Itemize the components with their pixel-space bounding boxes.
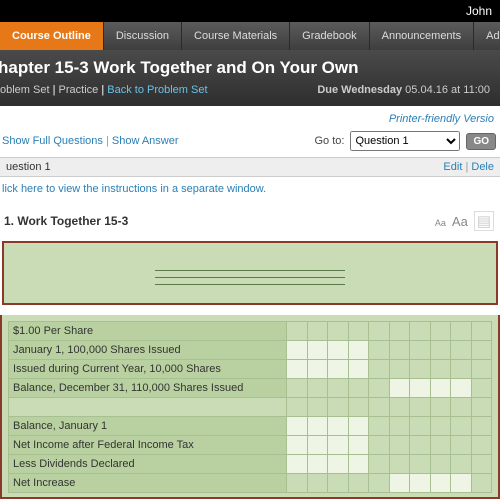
row-label: Net Increase — [9, 474, 287, 493]
row-label: Balance, December 31, 110,000 Shares Iss… — [9, 379, 287, 398]
row-label: January 1, 100,000 Shares Issued — [9, 341, 287, 360]
edit-link[interactable]: Edit — [443, 161, 462, 173]
row-label — [9, 398, 287, 417]
row-label: Issued during Current Year, 10,000 Share… — [9, 360, 287, 379]
amount-cell[interactable] — [307, 417, 327, 436]
amount-cell[interactable] — [307, 436, 327, 455]
nav-administration[interactable]: Administration — [474, 22, 500, 50]
amount-cell[interactable] — [348, 360, 368, 379]
nav-course-outline[interactable]: Course Outline — [0, 22, 104, 50]
amount-cell[interactable] — [307, 341, 327, 360]
row-label: Balance, January 1 — [9, 417, 287, 436]
amount-cell[interactable] — [287, 360, 307, 379]
worksheet: $1.00 Per ShareJanuary 1, 100,000 Shares… — [0, 241, 500, 499]
title-blank-3[interactable] — [155, 284, 345, 285]
question-select[interactable]: Question 1 — [350, 131, 460, 151]
delete-link[interactable]: Dele — [471, 161, 494, 173]
row-label: $1.00 Per Share — [9, 322, 287, 341]
amount-cell[interactable] — [328, 455, 348, 474]
amount-cell[interactable] — [287, 455, 307, 474]
font-large-icon[interactable]: Aa — [452, 214, 468, 229]
amount-cell[interactable] — [410, 474, 430, 493]
font-small-icon[interactable]: Aa — [435, 218, 446, 228]
back-link[interactable]: Back to Problem Set — [107, 84, 207, 96]
amount-cell[interactable] — [430, 379, 450, 398]
breadcrumb: oblem Set | Practice | Back to Problem S… — [0, 84, 208, 96]
amount-cell[interactable] — [307, 455, 327, 474]
amount-cell[interactable] — [389, 474, 409, 493]
nav-announcements[interactable]: Announcements — [370, 22, 475, 50]
worksheet-header — [4, 243, 496, 303]
go-button[interactable]: GO — [466, 133, 496, 150]
print-icon[interactable]: ▤ — [474, 211, 494, 231]
font-size-control: Aa Aa ▤ — [435, 211, 494, 231]
row-label: Less Dividends Declared — [9, 455, 287, 474]
amount-cell[interactable] — [307, 360, 327, 379]
amount-cell[interactable] — [287, 417, 307, 436]
show-answer-link[interactable]: Show Answer — [112, 135, 179, 147]
show-full-link[interactable]: Show Full Questions — [2, 135, 103, 147]
amount-cell[interactable] — [451, 379, 471, 398]
amount-cell[interactable] — [348, 436, 368, 455]
instructions-link[interactable]: lick here to view the instructions in a … — [2, 183, 266, 195]
amount-cell[interactable] — [348, 417, 368, 436]
page-title: hapter 15-3 Work Together and On Your Ow… — [0, 58, 490, 78]
user-name[interactable]: John — [466, 4, 492, 18]
goto-label: Go to: — [314, 135, 344, 147]
amount-cell[interactable] — [451, 474, 471, 493]
row-label: Net Income after Federal Income Tax — [9, 436, 287, 455]
question-header: uestion 1 Edit | Dele — [0, 158, 500, 177]
amount-cell[interactable] — [328, 360, 348, 379]
amount-cell[interactable] — [328, 436, 348, 455]
amount-cell[interactable] — [348, 341, 368, 360]
due-date: Due Wednesday 05.04.16 at 11:00 — [317, 84, 490, 96]
amount-cell[interactable] — [348, 455, 368, 474]
worksheet-grid: $1.00 Per ShareJanuary 1, 100,000 Shares… — [0, 315, 500, 499]
top-bar: John — [0, 0, 500, 22]
nav-course-materials[interactable]: Course Materials — [182, 22, 290, 50]
amount-cell[interactable] — [410, 379, 430, 398]
question-toolbar: Show Full Questions | Show Answer Go to:… — [0, 127, 500, 158]
question-title: 1. Work Together 15-3 — [4, 214, 128, 228]
main-nav: Course OutlineDiscussionCourse Materials… — [0, 22, 500, 50]
nav-discussion[interactable]: Discussion — [104, 22, 182, 50]
nav-gradebook[interactable]: Gradebook — [290, 22, 369, 50]
printer-friendly-link[interactable]: Printer-friendly Versio — [389, 113, 494, 125]
title-blank-1[interactable] — [155, 270, 345, 271]
amount-cell[interactable] — [328, 417, 348, 436]
question-number: uestion 1 — [6, 161, 51, 173]
title-blank-2[interactable] — [155, 277, 345, 278]
amount-cell[interactable] — [389, 379, 409, 398]
page-header: hapter 15-3 Work Together and On Your Ow… — [0, 50, 500, 106]
amount-cell[interactable] — [287, 341, 307, 360]
amount-cell[interactable] — [287, 436, 307, 455]
amount-cell[interactable] — [328, 341, 348, 360]
amount-cell[interactable] — [430, 474, 450, 493]
